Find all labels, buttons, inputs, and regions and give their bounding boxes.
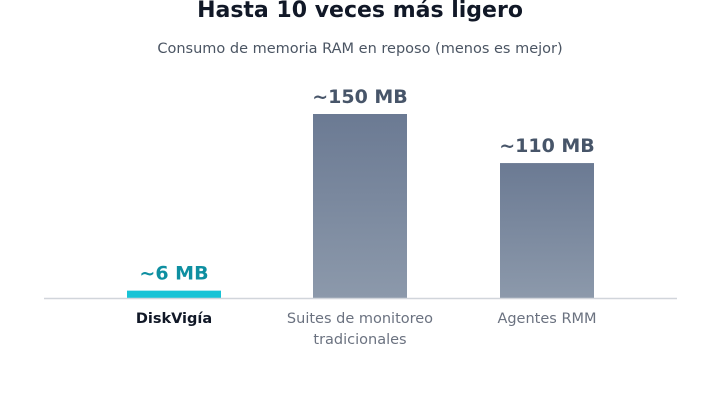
value-label-1: ~6 MB [139,263,208,285]
bar-1 [127,290,221,298]
value-label-3: ~110 MB [499,135,595,157]
category-label-1: DiskVigía [136,311,212,327]
chart-subtitle: Consumo de memoria RAM en reposo (menos … [157,41,563,57]
bar-3 [500,163,594,298]
value-label-2: ~150 MB [312,86,408,108]
chart-title: Hasta 10 veces más ligero [197,0,523,23]
bar-2 [313,114,407,298]
category-label-2: Suites de monitoreo tradicionales [287,311,433,348]
category-label-3: Agentes RMM [497,311,596,327]
